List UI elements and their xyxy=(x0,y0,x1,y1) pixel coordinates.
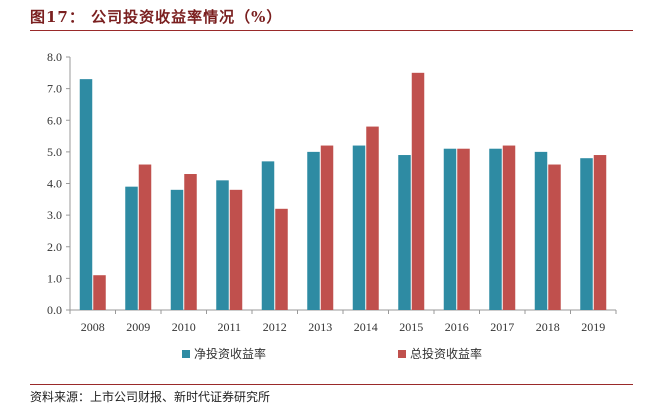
bar-net xyxy=(79,79,93,310)
x-tick-label: 2011 xyxy=(217,320,241,334)
title-rule xyxy=(30,30,633,31)
y-tick-label: 2.0 xyxy=(47,240,62,254)
y-tick-label: 0.0 xyxy=(47,303,62,317)
bar-total xyxy=(275,208,288,310)
bars xyxy=(79,72,607,310)
bar-total xyxy=(184,174,197,310)
bar-net xyxy=(125,186,138,310)
bar-net xyxy=(261,161,275,310)
x-tick-label: 2010 xyxy=(172,320,196,334)
x-tick-label: 2012 xyxy=(263,320,287,334)
y-axis: 0.0 1.0 2.0 3.0 4.0 5.0 6.0 7.0 8.0 xyxy=(47,50,71,317)
y-tick-label: 3.0 xyxy=(47,208,62,222)
x-tick-label: 2016 xyxy=(445,320,469,334)
x-tick-label: 2013 xyxy=(308,320,332,334)
y-tick-label: 8.0 xyxy=(47,50,62,64)
chart-title: 图17： 公司投资收益率情况（%） xyxy=(30,8,283,26)
y-tick-label: 5.0 xyxy=(47,145,62,159)
x-tick-label: 2009 xyxy=(126,320,150,334)
legend-label-total: 总投资收益率 xyxy=(410,346,482,361)
bar-total xyxy=(229,189,243,310)
y-tick-label: 7.0 xyxy=(47,82,62,96)
bar-net xyxy=(216,180,229,310)
bar-total xyxy=(366,126,379,310)
bar-chart: 0.0 1.0 2.0 3.0 4.0 5.0 6.0 7.0 8.0 2008 2009 2010… xyxy=(47,50,617,361)
legend: 净投资收益率 总投资收益率 xyxy=(182,346,482,361)
bar-net xyxy=(534,151,548,310)
x-tick-label: 2017 xyxy=(490,320,514,334)
bar-total xyxy=(548,164,561,310)
legend-label-net: 净投资收益率 xyxy=(194,346,266,361)
bar-total xyxy=(457,148,470,310)
bar-total xyxy=(411,72,425,310)
bar-net xyxy=(443,148,457,310)
x-tick-label: 2014 xyxy=(354,320,378,334)
bar-net xyxy=(307,151,320,310)
x-tick-label: 2015 xyxy=(399,320,423,334)
bar-net xyxy=(489,148,502,310)
bar-total xyxy=(93,275,106,310)
y-tick-label: 4.0 xyxy=(47,177,62,191)
y-tick-label: 1.0 xyxy=(47,271,62,285)
bar-net xyxy=(352,145,366,310)
bar-net xyxy=(170,189,184,310)
footer-rule xyxy=(30,384,633,385)
bar-net xyxy=(580,158,593,310)
bar-total xyxy=(320,145,334,310)
bar-total xyxy=(593,155,607,310)
x-tick-label: 2019 xyxy=(581,320,605,334)
source-note: 资料来源：上市公司财报、新时代证券研究所 xyxy=(30,390,271,404)
x-tick-label: 2018 xyxy=(536,320,560,334)
legend-swatch-net xyxy=(182,350,190,358)
bar-net xyxy=(398,155,411,310)
x-tick-label: 2008 xyxy=(81,320,105,334)
bar-total xyxy=(138,164,152,310)
legend-swatch-total xyxy=(398,350,406,358)
bar-total xyxy=(502,145,516,310)
y-tick-label: 6.0 xyxy=(47,113,62,127)
x-axis: 2008 2009 2010 2011 2012 2013 2014 2015 2016 2017… xyxy=(69,309,617,334)
